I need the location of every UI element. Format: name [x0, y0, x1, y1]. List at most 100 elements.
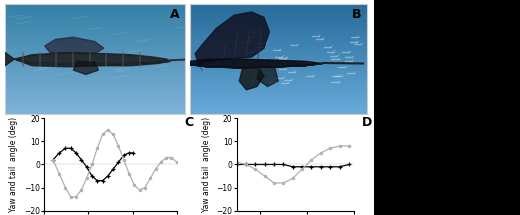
- Y-axis label: Yaw and tail  angle (deg): Yaw and tail angle (deg): [202, 117, 211, 212]
- Bar: [5, 52, 185, 55]
- Bar: [190, 92, 367, 94]
- Bar: [5, 92, 185, 94]
- Bar: [190, 81, 367, 83]
- Bar: [190, 96, 367, 99]
- Bar: [5, 55, 185, 57]
- Bar: [190, 37, 367, 39]
- Bar: [190, 31, 367, 33]
- Bar: [5, 24, 185, 26]
- Bar: [5, 61, 185, 63]
- Bar: [5, 33, 185, 35]
- Bar: [190, 85, 367, 88]
- Bar: [5, 68, 185, 70]
- Bar: [5, 90, 185, 92]
- Bar: [5, 72, 185, 74]
- Bar: [5, 17, 185, 20]
- Bar: [5, 101, 185, 103]
- Bar: [5, 112, 185, 114]
- Bar: [5, 103, 185, 105]
- Bar: [190, 28, 367, 31]
- Bar: [5, 79, 185, 81]
- Bar: [5, 31, 185, 33]
- Bar: [190, 68, 367, 70]
- Text: B: B: [352, 8, 361, 21]
- Bar: [190, 101, 367, 103]
- Bar: [5, 63, 185, 66]
- Bar: [190, 83, 367, 85]
- Bar: [5, 35, 185, 37]
- Bar: [190, 20, 367, 22]
- Bar: [5, 57, 185, 59]
- Bar: [190, 77, 367, 79]
- Bar: [190, 105, 367, 107]
- Bar: [5, 44, 185, 46]
- Bar: [5, 85, 185, 88]
- Bar: [190, 13, 367, 15]
- Bar: [190, 24, 367, 26]
- Bar: [190, 90, 367, 92]
- Polygon shape: [45, 37, 104, 54]
- Bar: [190, 17, 367, 20]
- Bar: [5, 4, 185, 6]
- Bar: [5, 77, 185, 79]
- Bar: [190, 9, 367, 11]
- Polygon shape: [257, 67, 278, 86]
- Bar: [190, 11, 367, 13]
- Bar: [190, 94, 367, 96]
- Bar: [5, 15, 185, 17]
- Polygon shape: [195, 12, 269, 65]
- Polygon shape: [14, 52, 170, 67]
- Bar: [5, 74, 185, 77]
- Bar: [5, 105, 185, 107]
- Text: D: D: [361, 116, 372, 129]
- Bar: [190, 74, 367, 77]
- Bar: [190, 72, 367, 74]
- Bar: [190, 99, 367, 101]
- Bar: [5, 110, 185, 112]
- Bar: [190, 79, 367, 81]
- Bar: [190, 55, 367, 57]
- Bar: [5, 39, 185, 41]
- Text: C: C: [185, 116, 194, 129]
- Bar: [190, 50, 367, 52]
- Text: A: A: [170, 8, 179, 21]
- Bar: [190, 61, 367, 63]
- Bar: [190, 22, 367, 24]
- Bar: [190, 59, 367, 61]
- Bar: [5, 37, 185, 39]
- Bar: [190, 112, 367, 114]
- Bar: [190, 41, 367, 44]
- Bar: [5, 107, 185, 110]
- Bar: [5, 94, 185, 96]
- Bar: [5, 81, 185, 83]
- Bar: [5, 11, 185, 13]
- Polygon shape: [239, 67, 264, 90]
- Bar: [190, 46, 367, 48]
- Bar: [5, 13, 185, 15]
- Bar: [5, 83, 185, 85]
- Bar: [5, 48, 185, 50]
- Bar: [5, 22, 185, 24]
- Bar: [190, 103, 367, 105]
- Bar: [190, 57, 367, 59]
- Bar: [5, 70, 185, 72]
- Y-axis label: Yaw and tail  angle (deg): Yaw and tail angle (deg): [9, 117, 19, 212]
- Bar: [190, 107, 367, 110]
- Bar: [190, 6, 367, 9]
- Bar: [5, 9, 185, 11]
- Bar: [190, 66, 367, 68]
- Polygon shape: [73, 61, 98, 74]
- Bar: [190, 39, 367, 41]
- Bar: [190, 44, 367, 46]
- Bar: [190, 63, 367, 66]
- Bar: [5, 59, 185, 61]
- Bar: [190, 15, 367, 17]
- Bar: [5, 96, 185, 99]
- Polygon shape: [190, 59, 322, 68]
- Bar: [5, 50, 185, 52]
- Bar: [190, 88, 367, 90]
- Bar: [190, 52, 367, 55]
- Bar: [190, 35, 367, 37]
- Bar: [190, 33, 367, 35]
- Bar: [5, 28, 185, 31]
